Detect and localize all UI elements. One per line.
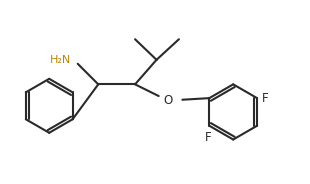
Text: H₂N: H₂N [50, 55, 72, 65]
Text: O: O [163, 94, 172, 107]
Text: F: F [262, 92, 268, 105]
Text: F: F [205, 131, 211, 144]
